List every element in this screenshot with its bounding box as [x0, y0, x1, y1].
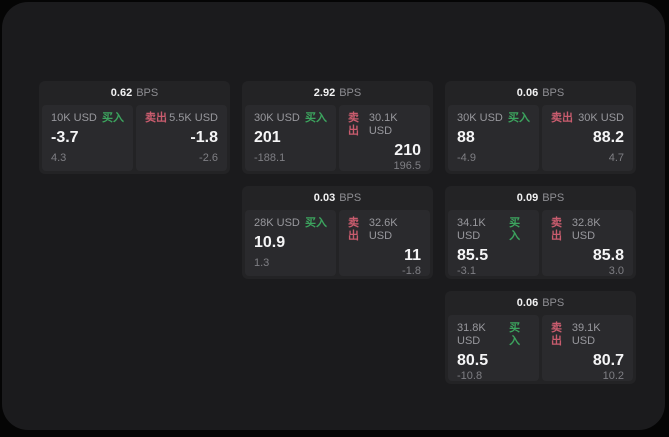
bps-value: 0.06 [516, 297, 539, 309]
buy-panel[interactable]: 28K USD 买入 10.9 1.3 [245, 210, 336, 276]
bps-unit: BPS [542, 297, 565, 309]
bps-header: 2.92 BPS [245, 81, 430, 105]
bps-value: 2.92 [313, 87, 336, 99]
bps-header: 0.03 BPS [245, 186, 430, 210]
sell-notional: 30K USD [578, 112, 624, 124]
sell-notional: 39.1K USD [571, 322, 601, 347]
buy-panel[interactable]: 30K USD 买入 201 -188.1 [245, 105, 336, 171]
buy-side-label: 买入 [305, 112, 327, 124]
sell-panel[interactable]: 卖出 30.1K USD 210 196.5 [339, 105, 430, 172]
buy-side-label: 买入 [509, 217, 521, 242]
bps-unit: BPS [542, 192, 565, 204]
buy-side-label: 买入 [102, 112, 124, 124]
sell-panel[interactable]: 卖出 39.1K USD 80.7 10.2 [542, 315, 633, 382]
sell-notional: 32.8K USD [571, 217, 601, 242]
sell-side-label: 卖出 [348, 112, 359, 137]
sell-change: 10.2 [602, 370, 624, 382]
buy-price: 201 [254, 129, 281, 146]
buy-notional: 28K USD [254, 217, 300, 229]
sell-panel[interactable]: 卖出 5.5K USD -1.8 -2.6 [136, 105, 227, 171]
buy-change: -4.9 [457, 152, 476, 164]
bps-value: 0.06 [516, 87, 539, 99]
sell-price: -1.8 [190, 129, 218, 146]
bps-unit: BPS [339, 192, 362, 204]
sell-panel[interactable]: 卖出 32.6K USD 11 -1.8 [339, 210, 430, 277]
buy-price: 88 [457, 129, 475, 146]
sell-change: 3.0 [608, 265, 624, 277]
quote-card: 0.06 BPS 30K USD 买入 88 -4.9 卖出 30K USD [445, 81, 636, 174]
sell-side-label: 卖出 [145, 112, 167, 124]
bps-header: 0.09 BPS [448, 186, 633, 210]
bps-unit: BPS [136, 87, 159, 99]
sell-price: 210 [394, 142, 421, 159]
buy-side-label: 买入 [509, 322, 521, 347]
sell-notional: 5.5K USD [169, 112, 218, 124]
buy-change: -3.1 [457, 265, 476, 277]
quote-card: 0.06 BPS 31.8K USD 买入 80.5 -10.8 卖出 39.1… [445, 291, 636, 384]
sell-notional: 30.1K USD [368, 112, 398, 137]
buy-panel[interactable]: 34.1K USD 买入 85.5 -3.1 [448, 210, 539, 277]
buy-panel[interactable]: 31.8K USD 买入 80.5 -10.8 [448, 315, 539, 382]
buy-notional: 10K USD [51, 112, 97, 124]
bps-value: 0.62 [110, 87, 133, 99]
bps-value: 0.09 [516, 192, 539, 204]
buy-notional: 30K USD [254, 112, 300, 124]
sell-change: 196.5 [393, 160, 421, 172]
buy-change: 1.3 [254, 257, 270, 269]
sell-price: 11 [404, 247, 421, 264]
buy-price: 80.5 [457, 352, 489, 369]
quote-card: 0.09 BPS 34.1K USD 买入 85.5 -3.1 卖出 32.8K… [445, 186, 636, 279]
buy-price: -3.7 [51, 129, 79, 146]
buy-notional: 30K USD [457, 112, 503, 124]
buy-notional: 31.8K USD [457, 322, 486, 347]
buy-change: -188.1 [254, 152, 286, 164]
sell-price: 85.8 [592, 247, 624, 264]
sell-side-label: 卖出 [551, 322, 562, 347]
bps-unit: BPS [339, 87, 362, 99]
sell-side-label: 卖出 [551, 217, 562, 242]
sell-change: 4.7 [608, 152, 624, 164]
sell-price: 88.2 [592, 129, 624, 146]
buy-change: -10.8 [457, 370, 483, 382]
bps-unit: BPS [542, 87, 565, 99]
sell-notional: 32.6K USD [368, 217, 398, 242]
sell-side-label: 卖出 [551, 112, 573, 124]
buy-panel[interactable]: 10K USD 买入 -3.7 4.3 [42, 105, 133, 171]
app-window: 0.62 BPS 10K USD 买入 -3.7 4.3 卖出 5.5K USD [2, 2, 665, 430]
buy-notional: 34.1K USD [457, 217, 486, 242]
bps-header: 0.06 BPS [448, 81, 633, 105]
buy-panel[interactable]: 30K USD 买入 88 -4.9 [448, 105, 539, 171]
sell-change: -1.8 [402, 265, 421, 277]
sell-change: -2.6 [199, 152, 218, 164]
sell-side-label: 卖出 [348, 217, 359, 242]
sell-panel[interactable]: 卖出 32.8K USD 85.8 3.0 [542, 210, 633, 277]
sell-panel[interactable]: 卖出 30K USD 88.2 4.7 [542, 105, 633, 171]
quote-card: 0.03 BPS 28K USD 买入 10.9 1.3 卖出 32.6K US… [242, 186, 433, 279]
buy-price: 85.5 [457, 247, 489, 264]
quote-card: 2.92 BPS 30K USD 买入 201 -188.1 卖出 30.1K … [242, 81, 433, 174]
buy-side-label: 买入 [508, 112, 530, 124]
buy-change: 4.3 [51, 152, 67, 164]
quote-cards-grid: 0.62 BPS 10K USD 买入 -3.7 4.3 卖出 5.5K USD [39, 81, 636, 384]
bps-header: 0.06 BPS [448, 291, 633, 315]
bps-header: 0.62 BPS [42, 81, 227, 105]
sell-price: 80.7 [592, 352, 624, 369]
buy-side-label: 买入 [305, 217, 327, 229]
buy-price: 10.9 [254, 234, 286, 251]
bps-value: 0.03 [313, 192, 336, 204]
quote-card: 0.62 BPS 10K USD 买入 -3.7 4.3 卖出 5.5K USD [39, 81, 230, 174]
